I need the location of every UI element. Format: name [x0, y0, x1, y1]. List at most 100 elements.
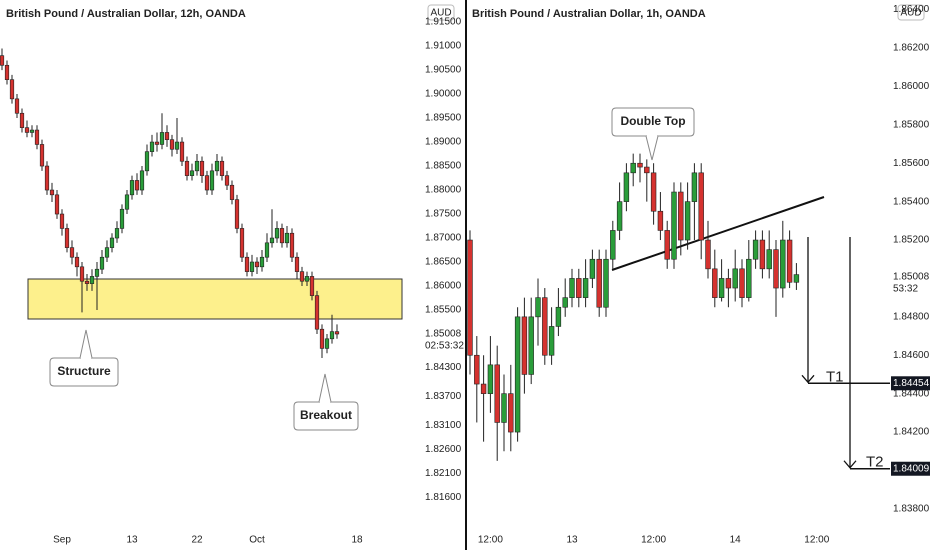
candle-body [542, 297, 548, 356]
candle-body [69, 247, 75, 258]
candle-body [134, 180, 140, 191]
y-tick-label: 1.86000 [425, 281, 462, 292]
x-tick-label: 18 [351, 535, 363, 546]
y-tick-label: 1.82100 [425, 468, 462, 479]
candle-body [603, 258, 609, 308]
y-tick-label: 1.91000 [425, 41, 462, 52]
y-tick-label: 1.85200 [893, 235, 930, 246]
y-tick-label: 1.85800 [893, 119, 930, 130]
candle-body [144, 151, 150, 172]
candle-body [467, 239, 473, 356]
candle-body [184, 160, 190, 176]
y-tick-label: 1.81600 [425, 492, 462, 503]
candle-body [535, 297, 541, 318]
candle-body [610, 230, 616, 260]
candle-body [637, 162, 643, 168]
candle-body [582, 278, 589, 298]
candle-body [214, 160, 220, 172]
currency-label: AUD [430, 8, 451, 19]
candle-body [254, 261, 260, 268]
candle-body [616, 201, 623, 231]
candle-body [0, 55, 5, 66]
target-price-label: 1.84454 [893, 378, 930, 389]
last-price-label: 1.85008 [425, 328, 462, 339]
candle-body [269, 237, 275, 244]
candle-body [4, 64, 10, 80]
candle-body [664, 230, 670, 260]
candle-body [725, 278, 732, 289]
candle-body [576, 278, 582, 298]
candle-body [14, 98, 20, 114]
candle-body [94, 268, 100, 277]
candle-body [24, 127, 30, 133]
candle-body [678, 191, 684, 241]
candle-body [780, 239, 786, 289]
callout-box [293, 401, 359, 431]
y-tick-label: 1.88500 [425, 161, 462, 172]
y-tick-label: 1.87500 [425, 209, 462, 220]
candle-body [314, 295, 320, 330]
candle-body [480, 383, 487, 394]
y-tick-label: 1.83800 [893, 504, 930, 515]
currency-label: AUD [900, 8, 921, 19]
x-tick-label: 13 [126, 535, 138, 546]
candle-body [204, 175, 210, 191]
callout-box [49, 357, 119, 387]
candle-body [705, 239, 711, 270]
countdown-label: 02:53:32 [425, 340, 464, 351]
candle-body [64, 228, 70, 248]
x-tick-label: 13 [566, 535, 578, 546]
candle-body [555, 306, 562, 327]
y-tick-label: 1.87000 [425, 233, 462, 244]
candle-body [89, 276, 95, 284]
candle-body [786, 239, 793, 283]
candle-body [149, 141, 155, 152]
candle-body [299, 271, 305, 282]
x-tick-label: Sep [53, 535, 71, 546]
target-price-box [891, 461, 930, 476]
y-tick-label: 1.84600 [893, 350, 930, 361]
candle-body [279, 228, 285, 244]
candle-body [793, 274, 800, 283]
y-tick-label: 1.91500 [425, 17, 462, 28]
x-tick-label: 12:00 [478, 535, 503, 546]
candle-body [179, 141, 185, 162]
candle-body [623, 172, 630, 202]
y-tick-label: 1.84200 [893, 427, 930, 438]
target-price-box [891, 376, 930, 391]
support-zone [27, 278, 403, 320]
y-tick-label: 1.85500 [425, 305, 462, 316]
candle-body [234, 199, 240, 229]
candle-body [630, 162, 636, 174]
target-name: T2 [866, 454, 884, 471]
candle-body [487, 364, 494, 394]
candle-body [474, 354, 480, 385]
candle-body [596, 258, 602, 308]
chart-title: British Pound / Australian Dollar, 12h, … [6, 8, 246, 20]
candle-body [49, 189, 55, 196]
candle-body [671, 191, 677, 260]
candle-body [528, 316, 534, 375]
neckline [611, 196, 825, 271]
y-tick-label: 1.84400 [893, 388, 930, 399]
candle-body [650, 172, 657, 212]
y-tick-label: 1.84300 [425, 362, 462, 373]
candle-body [718, 278, 725, 298]
x-tick-label: 12:00 [804, 535, 829, 546]
countdown-label: 53:32 [893, 284, 918, 295]
candle-body [289, 232, 295, 258]
candle-body [304, 276, 310, 282]
candle-body [39, 144, 45, 167]
candle-body [169, 139, 175, 150]
callout-box [611, 107, 695, 137]
candle-body [657, 210, 664, 231]
target-arrowhead [843, 460, 857, 469]
candle-body [589, 258, 596, 279]
candle-body [501, 393, 507, 423]
candle-body [54, 194, 60, 215]
y-tick-label: 1.89000 [425, 137, 462, 148]
candle-body [284, 232, 290, 244]
candle-body [139, 170, 145, 191]
candle-body [19, 112, 25, 128]
target-price-label: 1.84009 [893, 463, 930, 474]
